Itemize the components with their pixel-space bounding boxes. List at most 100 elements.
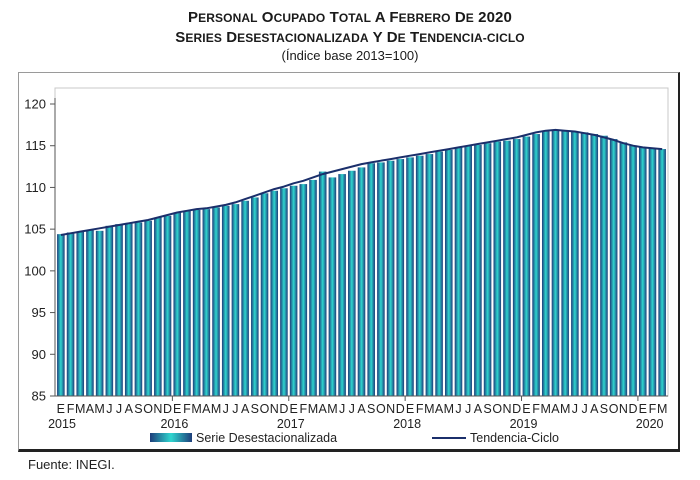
x-month-label: M [541,402,551,416]
bar [318,171,327,396]
x-month-label: M [75,402,85,416]
x-month-label: O [143,402,153,416]
x-month-label: O [609,402,619,416]
x-month-label: J [232,402,238,416]
bar [551,129,560,396]
bar [241,200,249,396]
bar [86,229,94,396]
x-month-label: M [308,402,318,416]
y-tick-label: 105 [24,222,46,237]
bar [212,207,220,396]
bar [144,220,152,396]
x-month-label: E [173,402,181,416]
x-month-label: F [416,402,424,416]
bar [474,144,482,396]
bar [154,217,162,396]
bar [493,141,502,396]
bar [280,188,288,396]
x-month-label: J [455,402,461,416]
x-month-label: E [406,402,414,416]
x-month-label: F [67,402,75,416]
bar [115,224,123,396]
legend-swatch-bars [150,433,192,442]
x-year-label: 2018 [393,417,421,431]
x-month-label: O [376,402,386,416]
x-year-label: 2016 [160,417,188,431]
x-month-label: F [649,402,657,416]
bar [66,232,75,396]
x-month-label: S [134,402,142,416]
bar [648,148,657,396]
bar [571,131,579,396]
x-month-label: F [299,402,307,416]
x-month-label: E [289,402,297,416]
bar [134,222,143,396]
bar [464,145,472,396]
bar [260,193,269,396]
bar [435,151,443,396]
x-month-label: E [639,402,647,416]
bar [270,190,278,396]
bar [76,231,85,396]
bar [600,135,608,396]
legend-label-bars: Serie Desestacionalizada [196,431,337,445]
x-month-label: D [163,402,172,416]
chart-base-note: (Índice base 2013=100) [281,48,419,63]
bar [367,163,375,396]
x-year-label: 2020 [636,417,664,431]
bar [396,159,405,396]
x-month-label: S [367,402,375,416]
x-month-label: A [202,402,211,416]
x-month-label: J [339,402,345,416]
x-month-label: A [357,402,366,416]
x-month-label: M [94,402,104,416]
x-month-label: D [396,402,405,416]
x-month-label: A [551,402,560,416]
bar [289,185,298,396]
bar [299,184,308,396]
x-month-label: A [474,402,483,416]
bar [348,170,356,396]
x-month-label: J [106,402,112,416]
bar [532,134,540,396]
bar [386,160,395,396]
bar [163,215,172,396]
x-month-label: D [629,402,638,416]
x-month-label: F [532,402,540,416]
bar [590,134,599,396]
source-note: Fuente: INEGI. [28,457,115,472]
x-month-label: O [492,402,502,416]
x-month-label: N [386,402,395,416]
y-tick-label: 115 [25,138,46,153]
x-year-label: 2019 [510,417,538,431]
x-month-label: M [191,402,201,416]
y-tick-label: 95 [32,305,46,320]
bar [522,136,531,396]
legend-label-trend: Tendencia-Ciclo [470,431,559,445]
x-month-label: M [424,402,434,416]
x-month-label: N [270,402,279,416]
x-month-label: N [619,402,628,416]
bar [173,212,182,396]
bar [561,130,569,396]
bar [105,225,114,396]
x-month-label: M [444,402,454,416]
bar [483,143,492,396]
x-month-label: A [590,402,599,416]
bar [658,149,666,396]
x-month-label: E [57,402,65,416]
bar [192,209,201,396]
bar [445,149,453,396]
x-month-label: A [319,402,328,416]
x-month-label: J [349,402,355,416]
chart-title: PERSONAL OCUPADO TOTAL A FEBRERO DE 2020 [188,9,512,26]
bar [328,177,337,396]
bar [454,147,463,396]
x-month-label: J [116,402,122,416]
bar [95,230,104,396]
x-month-label: D [512,402,521,416]
bar [377,162,385,396]
x-month-label: A [435,402,444,416]
bar [251,197,259,396]
